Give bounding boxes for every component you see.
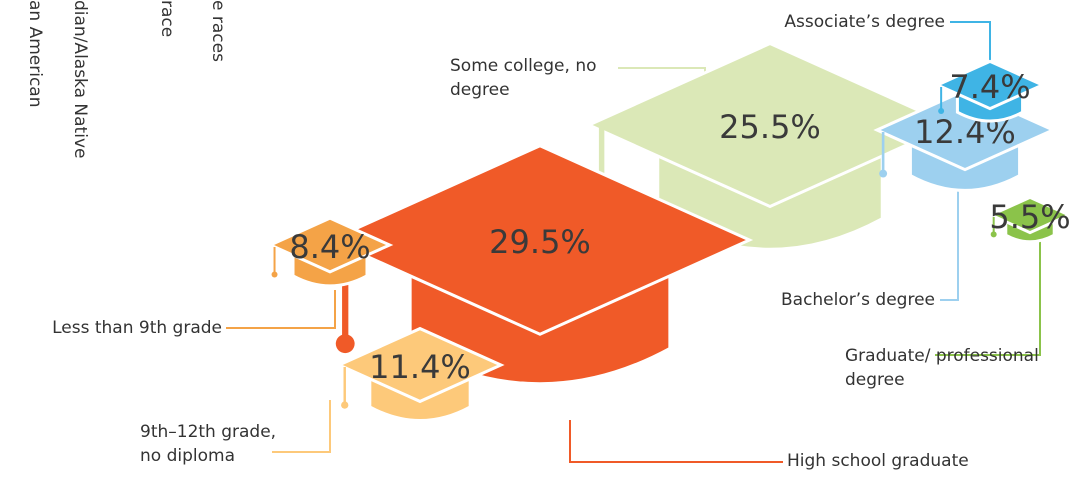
category-label: High school graduate (787, 451, 969, 471)
cap: 8.4% (266, 216, 394, 288)
value-label: 11.4% (369, 348, 471, 386)
cap-tassel-knot (271, 271, 278, 278)
value-label: 8.4% (289, 228, 370, 266)
cap: 7.4% (933, 59, 1047, 123)
category-label: Some college, no degree (450, 56, 597, 100)
cropped-label: dian/Alaska Native (70, 0, 90, 158)
cap-board (987, 195, 1073, 235)
category-label: Graduate/ professional degree (845, 346, 1039, 390)
leader-line (935, 240, 1041, 356)
cropped-label: e races (208, 0, 228, 62)
cap-tassel-knot (341, 401, 349, 409)
cap-tassel-knot (335, 334, 355, 354)
cap-board (326, 144, 754, 336)
cap-tassel-knot (938, 108, 945, 115)
cap: 11.4% (335, 326, 505, 422)
category-label: 9th–12th grade, no diploma (140, 422, 277, 466)
cap-tassel-knot (879, 169, 888, 178)
leader-line (226, 290, 336, 329)
cap-tassel-knot (990, 231, 997, 238)
category-label: Less than 9th grade (52, 318, 222, 338)
leader-line (950, 21, 991, 68)
category-label: Bachelor’s degree (780, 290, 935, 310)
cap: 29.5% (326, 144, 754, 386)
cap: 25.5% (585, 41, 955, 251)
leader-line (940, 185, 959, 301)
cropped-label: an American (25, 0, 45, 108)
value-label: 7.4% (949, 68, 1030, 106)
value-label: 25.5% (719, 108, 821, 146)
cap: 5.5% (987, 195, 1073, 244)
cap-board (266, 216, 394, 274)
leader-line (569, 420, 783, 463)
category-label: Associate’s degree (784, 12, 945, 32)
leader-line (272, 400, 331, 453)
cropped-label: race (157, 0, 177, 37)
cap-board (933, 59, 1047, 111)
value-label: 29.5% (489, 223, 591, 261)
cap-board (335, 326, 505, 404)
value-label: 5.5% (989, 198, 1070, 236)
